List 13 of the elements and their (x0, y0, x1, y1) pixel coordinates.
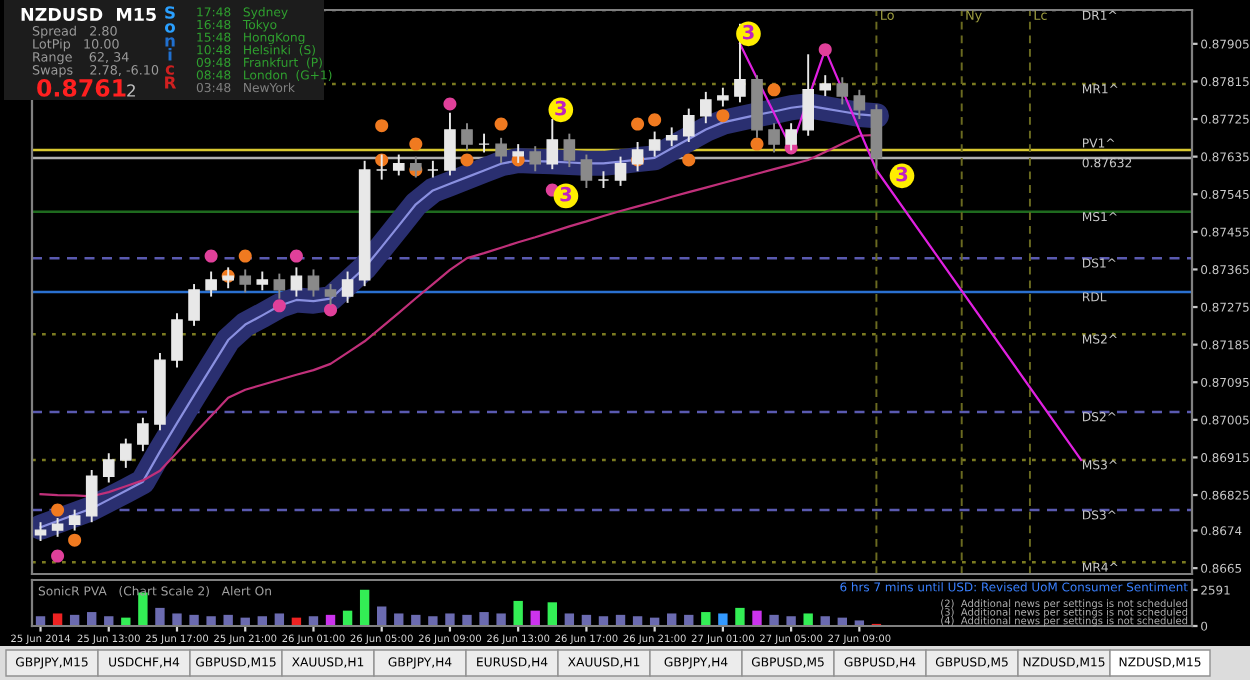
annotation: 3 (896, 166, 908, 182)
annotation: 0.8761 (37, 78, 126, 97)
annotation: 2 (127, 84, 135, 97)
annotation: 3 (743, 24, 754, 40)
annotation: 3 (560, 186, 572, 202)
annotation: c (165, 65, 174, 75)
annotation: S (165, 6, 175, 19)
annotation: 3 (555, 100, 567, 116)
annotation: o (164, 23, 176, 33)
annotation: R (165, 76, 177, 89)
annotation: n (165, 37, 175, 47)
annotation: NZDUSD M15 (21, 7, 156, 22)
annotation: i (168, 47, 172, 61)
